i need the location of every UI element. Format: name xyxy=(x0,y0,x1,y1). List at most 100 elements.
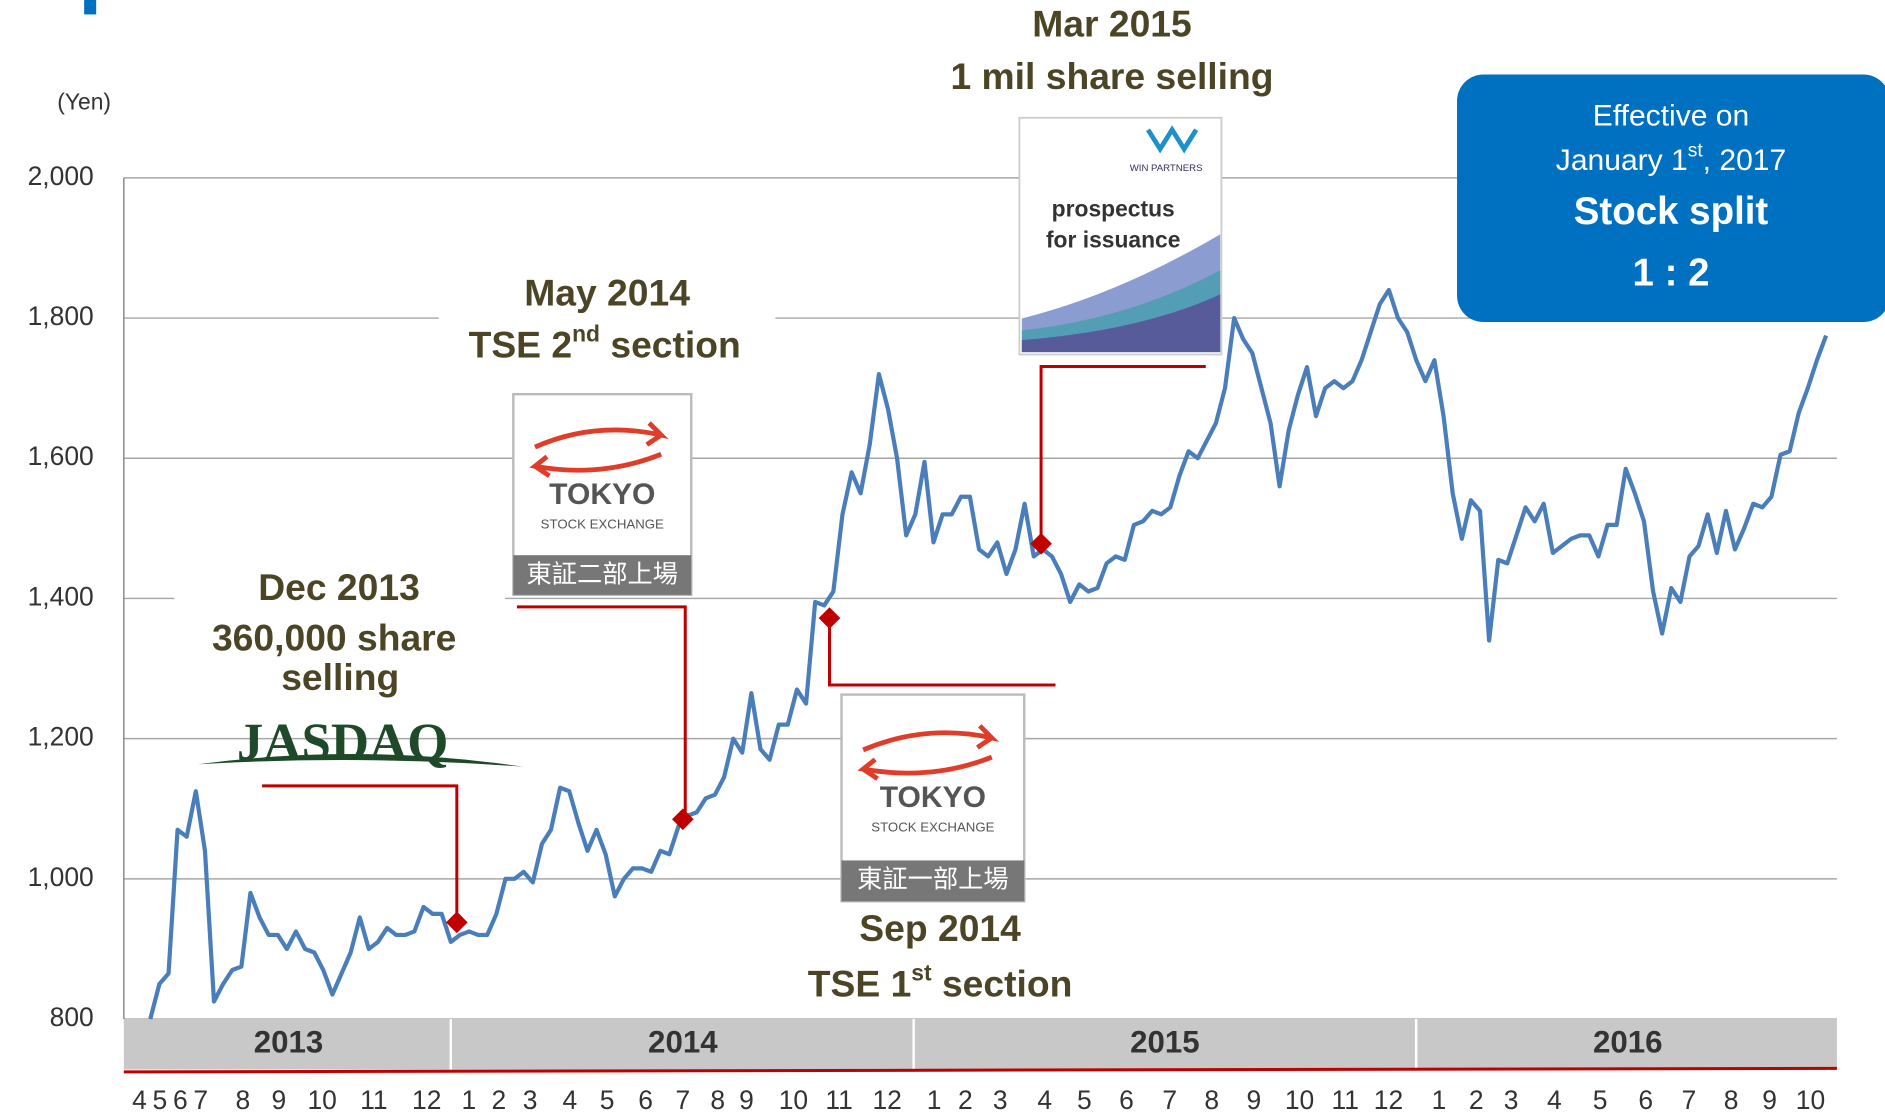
tse-logo: TOKYO STOCK EXCHANGE 東証二部上場 xyxy=(512,392,693,597)
callout-text: Effective on xyxy=(1593,100,1749,133)
month-label: 10 xyxy=(307,1085,336,1115)
event-marker xyxy=(672,808,694,831)
year-label: 2014 xyxy=(648,1025,718,1060)
month-label: 2 xyxy=(492,1085,507,1115)
annotation-part: section xyxy=(932,962,1073,1004)
year-band xyxy=(123,1019,1837,1070)
month-label: 2 xyxy=(1469,1085,1484,1115)
tse-logo: TOKYO STOCK EXCHANGE 東証一部上場 xyxy=(840,693,1026,903)
annotation-part: TSE 1 xyxy=(808,962,912,1004)
month-label: 10 xyxy=(1285,1085,1314,1115)
month-label: 12 xyxy=(872,1085,901,1115)
annotation: Sep 2014 xyxy=(859,907,1021,949)
price-line xyxy=(148,287,1829,1020)
month-label: 8 xyxy=(710,1085,725,1115)
month-label: 10 xyxy=(1796,1085,1825,1115)
y-tick-label: 800 xyxy=(50,1002,94,1032)
month-label: 6 xyxy=(1119,1085,1134,1115)
year-label: 2015 xyxy=(1130,1025,1200,1060)
month-label: 3 xyxy=(993,1085,1008,1115)
month-label: 5 xyxy=(600,1085,615,1115)
month-label: 12 xyxy=(412,1085,441,1115)
month-label: 10 xyxy=(779,1085,808,1115)
month-label: 3 xyxy=(523,1085,538,1115)
y-axis-label: (Yen) xyxy=(57,88,111,114)
month-label: 3 xyxy=(1504,1085,1519,1115)
month-label: 4 xyxy=(1547,1085,1562,1115)
year-label: 2013 xyxy=(254,1025,324,1060)
callout-text: Stock split xyxy=(1574,190,1769,233)
logo-text: STOCK EXCHANGE xyxy=(541,517,664,532)
month-label: 6 xyxy=(1638,1085,1653,1115)
annotation: TSE 2nd section xyxy=(469,320,741,365)
connector xyxy=(516,605,687,819)
month-label: 8 xyxy=(1204,1085,1219,1115)
annotation-part: TSE 2 xyxy=(469,323,573,365)
callout-part: , 2017 xyxy=(1703,144,1787,177)
month-label: 5 xyxy=(153,1085,168,1115)
logo-text: TOKYO xyxy=(549,478,655,511)
logo-text: prospectus xyxy=(1052,195,1175,221)
logo-text: STOCK EXCHANGE xyxy=(871,819,994,834)
event-marker xyxy=(446,911,468,934)
callout-part: January 1 xyxy=(1556,144,1688,177)
axis-rule xyxy=(123,1066,1837,1074)
month-label: 12 xyxy=(1374,1085,1403,1115)
annotation: Mar 2015 xyxy=(1032,2,1191,44)
logo-swoosh xyxy=(198,754,523,767)
month-label: 9 xyxy=(1247,1085,1262,1115)
annotation: Dec 2013 xyxy=(258,566,420,608)
callout: Effective on January 1st, 2017 Stock spl… xyxy=(1457,74,1885,323)
logo-text: 東証二部上場 xyxy=(527,560,678,588)
logo-text: 東証一部上場 xyxy=(857,866,1008,894)
year-dividers xyxy=(449,1019,1418,1070)
month-label: 4 xyxy=(132,1085,147,1115)
month-label: 7 xyxy=(1162,1085,1177,1115)
annotation: TSE 1st section xyxy=(808,960,1073,1005)
month-label: 7 xyxy=(1682,1085,1697,1115)
y-tick-label: 1,800 xyxy=(28,301,94,331)
y-tick-label: 1,200 xyxy=(28,722,94,752)
y-tick-label: 1,600 xyxy=(28,441,94,471)
month-label: 9 xyxy=(739,1085,754,1115)
event-marker xyxy=(818,607,841,629)
prospectus-image: WIN PARTNERS prospectus for issuance xyxy=(1018,116,1223,356)
annotation: 1 mil share selling xyxy=(950,55,1273,97)
month-label: 11 xyxy=(1331,1085,1358,1115)
month-label: 1 xyxy=(1432,1085,1447,1115)
logo-text: WIN PARTNERS xyxy=(1130,163,1203,174)
callout-text: January 1st, 2017 xyxy=(1556,140,1786,177)
month-label: 11 xyxy=(360,1085,387,1115)
connector xyxy=(1039,365,1206,545)
month-label: 1 xyxy=(927,1085,942,1115)
connector xyxy=(827,617,1056,687)
year-label: 2016 xyxy=(1593,1025,1663,1060)
month-label: 6 xyxy=(173,1085,188,1115)
month-label: 8 xyxy=(1724,1085,1739,1115)
annotation-sup: st xyxy=(911,960,932,986)
annotation-sup: nd xyxy=(572,320,600,346)
month-label: 9 xyxy=(272,1085,287,1115)
month-label: 7 xyxy=(675,1085,690,1115)
month-label: 8 xyxy=(235,1085,250,1115)
month-label: 2 xyxy=(958,1085,973,1115)
y-tick-label: 1,400 xyxy=(28,581,94,611)
callout-sup: st xyxy=(1688,140,1704,161)
y-tick-label: 1,000 xyxy=(28,862,94,892)
annotation: May 2014 xyxy=(524,271,690,313)
annotation: 360,000 share xyxy=(212,616,456,658)
month-label: 11 xyxy=(825,1085,852,1115)
callout-text: 1 : 2 xyxy=(1633,251,1710,294)
month-label: 1 xyxy=(461,1085,476,1115)
y-tick-label: 2,000 xyxy=(28,161,94,191)
title-fragment xyxy=(84,0,97,15)
month-label: 4 xyxy=(562,1085,577,1115)
month-label: 4 xyxy=(1037,1085,1052,1115)
month-label: 7 xyxy=(193,1085,208,1115)
logo-text: for issuance xyxy=(1046,227,1181,253)
month-label: 5 xyxy=(1077,1085,1092,1115)
month-label: 5 xyxy=(1593,1085,1608,1115)
month-label: 9 xyxy=(1762,1085,1777,1115)
annotation-part: section xyxy=(600,323,741,365)
